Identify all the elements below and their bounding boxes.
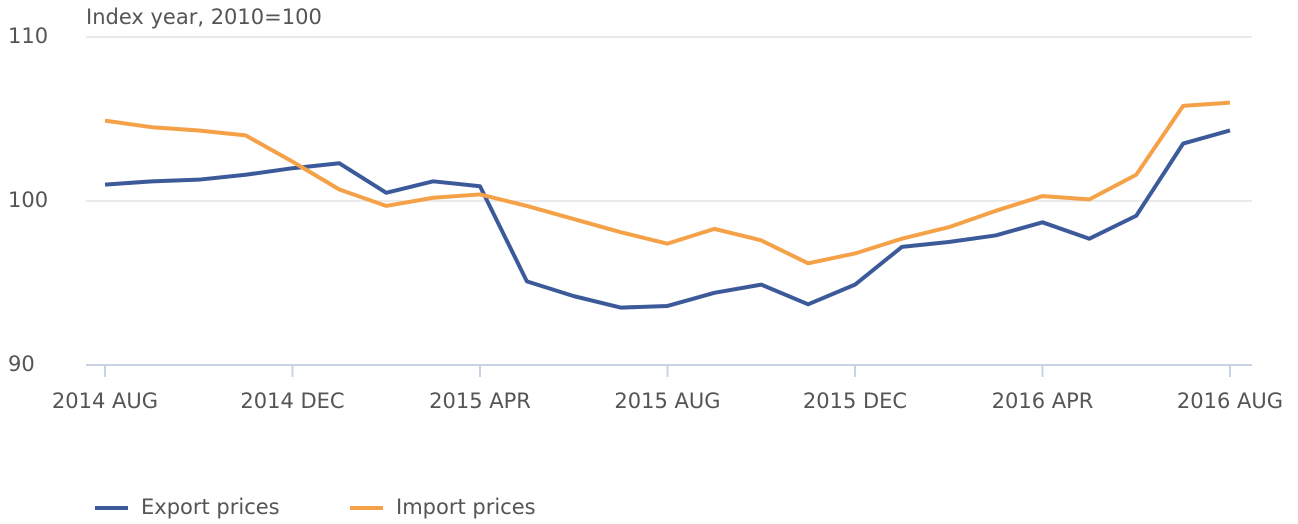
x-tick-label: 2015 APR: [429, 389, 531, 413]
line-series: [104, 128, 1231, 310]
line-series: [104, 100, 1231, 266]
x-tick-label: 2015 DEC: [803, 389, 907, 413]
y-tick-label: 100: [8, 188, 48, 212]
x-tick-label: 2014 DEC: [240, 389, 344, 413]
x-tick-label: 2015 AUG: [614, 389, 720, 413]
y-tick-label: 90: [8, 352, 35, 376]
x-tick-label: 2016 AUG: [1177, 389, 1283, 413]
legend-label: Import prices: [396, 495, 536, 519]
x-tick-label: 2016 APR: [992, 389, 1094, 413]
x-tick-label: 2014 AUG: [52, 389, 158, 413]
legend-label: Export prices: [141, 495, 280, 519]
y-tick-label: 110: [8, 24, 48, 48]
y-axis-label: Index year, 2010=100: [86, 5, 322, 29]
